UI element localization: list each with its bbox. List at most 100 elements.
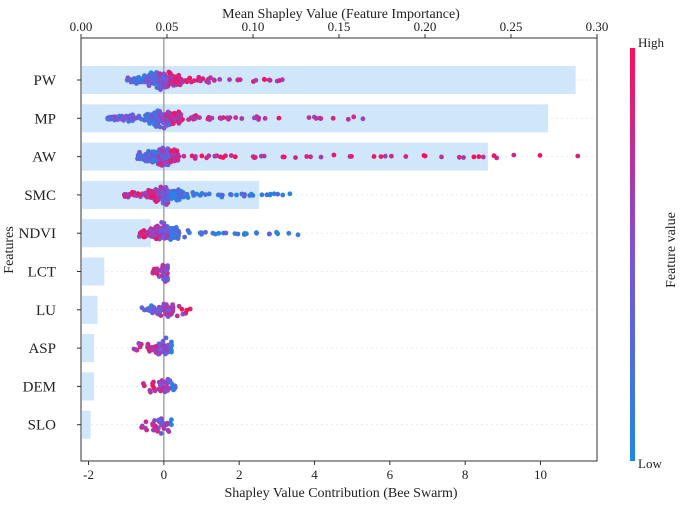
bottom-tick-label: 8 (462, 467, 469, 482)
shap-point-ndvi (185, 228, 191, 233)
shap-point-lu (179, 306, 185, 312)
shap-point-ndvi (266, 231, 272, 237)
colorbar-title: Feature value (664, 212, 679, 288)
shap-point-smc (160, 197, 165, 203)
shap-point-slo (152, 427, 157, 433)
shap-point-lu (158, 313, 164, 318)
shap-point-pw (217, 77, 223, 82)
shap-point-smc (234, 192, 239, 198)
shap-point-ndvi (160, 234, 166, 240)
shap-point-lct (159, 273, 165, 278)
shap-point-aw (318, 154, 324, 160)
shap-point-aw (161, 160, 167, 166)
shap-point-lu (161, 301, 167, 307)
feature-label-lct: LCT (28, 265, 56, 281)
bottom-tick-label: 2 (236, 467, 243, 482)
shap-point-smc (156, 189, 162, 194)
shap-point-lu (184, 307, 190, 313)
top-tick-label: 0.15 (328, 19, 351, 34)
shap-point-smc (203, 192, 208, 198)
shap-point-slo (143, 419, 149, 425)
bottom-axis-ticks: -2 0 2 4 6 8 10 (83, 461, 547, 482)
shap-point-aw (480, 154, 486, 160)
shap-point-dem (162, 384, 167, 390)
shap-point-smc (190, 190, 196, 195)
shap-point-lu (158, 305, 164, 310)
shap-point-aw (160, 153, 165, 159)
shap-point-aw (331, 152, 337, 158)
shap-point-smc (228, 192, 234, 198)
shap-point-ndvi (141, 228, 147, 233)
colorbar-high-label: High (638, 35, 665, 50)
shap-point-lu (166, 307, 172, 313)
shap-point-ndvi (254, 230, 259, 236)
y-axis-title: Features (2, 226, 17, 273)
shap-point-dem (151, 379, 156, 385)
shap-point-smc (129, 189, 135, 195)
shap-point-aw (146, 150, 152, 156)
shap-point-aw (476, 154, 482, 160)
shap-point-dem (147, 387, 153, 393)
shap-point-pw (173, 79, 179, 85)
shap-point-pw (166, 80, 172, 86)
shap-point-smc (197, 193, 203, 198)
shap-point-dem (165, 376, 171, 382)
shap-point-mp (158, 111, 164, 117)
shap-point-ndvi (241, 232, 247, 237)
shap-point-aw (147, 154, 153, 159)
shap-point-lct (161, 276, 166, 282)
shap-point-pw (150, 76, 156, 82)
shap-point-dem (157, 386, 163, 392)
shap-point-mp (313, 116, 319, 121)
shap-point-aw (422, 153, 428, 159)
feature-label-pw: PW (34, 73, 57, 89)
shap-point-mp (177, 117, 183, 123)
shap-point-aw (456, 154, 462, 160)
shap-point-pw (277, 78, 282, 83)
shap-point-lu (180, 311, 186, 317)
shap-point-ndvi (155, 228, 160, 234)
shap-point-pw (266, 77, 272, 83)
shap-point-smc (165, 197, 170, 203)
shap-point-lct (160, 262, 166, 268)
shap-point-smc (156, 195, 161, 201)
shap-point-smc (143, 190, 148, 196)
shap-point-mp (306, 115, 312, 120)
bottom-tick-label: 4 (311, 467, 318, 482)
shap-point-mp (128, 114, 134, 120)
shap-point-pw (198, 78, 203, 84)
top-tick-label: 0.20 (414, 19, 437, 34)
top-tick-label: 0.25 (500, 19, 523, 34)
shap-point-mp (164, 122, 170, 128)
shap-point-smc (170, 191, 176, 197)
shap-point-aw (137, 149, 142, 155)
shap-point-aw (151, 157, 157, 163)
shap-point-aw (382, 153, 388, 159)
shap-point-aw (281, 154, 287, 160)
shap-point-mp (108, 116, 114, 122)
shap-point-smc (275, 191, 281, 197)
shap-point-asp (160, 339, 166, 345)
feature-label-aw: AW (32, 150, 57, 166)
shap-point-slo (166, 429, 172, 434)
feature-label-lu: LU (36, 303, 56, 319)
feature-label-asp: ASP (28, 341, 56, 357)
shap-point-smc (185, 195, 191, 200)
importance-bar-lct (82, 257, 105, 286)
shap-point-smc (220, 192, 225, 198)
shap-point-aw (152, 149, 157, 155)
shap-point-lu (150, 307, 156, 313)
shap-point-mp (161, 116, 166, 121)
shap-point-pw (125, 76, 131, 82)
shap-point-mp (227, 115, 233, 120)
shap-point-ndvi (161, 227, 167, 233)
shap-point-pw (187, 75, 193, 81)
shap-point-ndvi (165, 233, 170, 239)
shap-point-smc (147, 190, 153, 196)
shap-point-lct (159, 268, 165, 274)
shap-point-asp (131, 346, 137, 352)
shap-point-aw (461, 155, 466, 160)
shap-point-dem (162, 389, 168, 395)
shap-point-aw (223, 153, 228, 159)
shap-point-slo (150, 421, 156, 427)
